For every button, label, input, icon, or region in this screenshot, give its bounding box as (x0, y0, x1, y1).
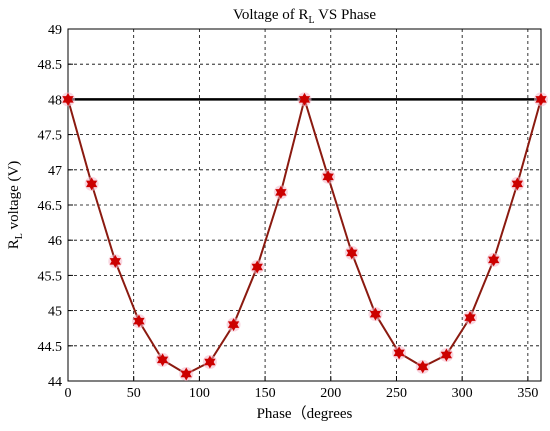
y-tick-label: 49 (48, 23, 62, 38)
data-point (179, 366, 194, 381)
data-point (486, 252, 501, 267)
data-point (108, 254, 123, 269)
data-point (226, 317, 241, 332)
y-tick-label: 44.5 (38, 340, 63, 355)
y-tick-label: 48.5 (38, 58, 63, 73)
x-tick-label: 350 (517, 386, 538, 401)
x-tick-label: 50 (127, 386, 141, 401)
data-point (297, 92, 312, 107)
y-tick-label: 45.5 (38, 269, 63, 284)
x-tick-label: 300 (452, 386, 473, 401)
data-point (155, 352, 170, 367)
data-point (321, 169, 336, 184)
y-tick-label: 48 (48, 93, 62, 108)
x-tick-label: 100 (189, 386, 210, 401)
data-point (392, 345, 407, 360)
series-layer (61, 92, 548, 381)
y-tick-label: 46 (48, 234, 62, 249)
y-tick-label: 47 (48, 164, 62, 179)
data-point (368, 307, 383, 322)
axis-ticks: 0 50 100 150 200 250 300 350 44 44.5 45 45.5 46 46.5 4… (38, 23, 539, 401)
data-point (534, 92, 548, 107)
data-point (273, 185, 288, 200)
data-point (131, 314, 146, 329)
x-axis-label: Phase（degrees (257, 405, 353, 422)
y-tick-label: 47.5 (38, 129, 63, 144)
data-point (344, 245, 359, 260)
series-line (67, 98, 542, 375)
y-axis-label: RL voltage (V) (6, 161, 25, 250)
x-tick-label: 200 (320, 386, 341, 401)
grid (67, 28, 541, 382)
data-point (510, 176, 525, 191)
chart-title: Voltage of RL VS Phase (233, 7, 376, 26)
data-point (250, 259, 265, 274)
y-tick-label: 45 (48, 305, 62, 320)
data-point (415, 359, 430, 374)
x-tick-label: 0 (65, 386, 72, 401)
data-point (84, 176, 99, 191)
x-tick-label: 150 (255, 386, 276, 401)
y-tick-label: 46.5 (38, 199, 63, 214)
data-point (202, 354, 217, 369)
data-point (61, 92, 75, 107)
x-tick-label: 250 (386, 386, 407, 401)
y-tick-label: 44 (48, 375, 62, 390)
data-point (463, 310, 478, 325)
data-point (439, 347, 454, 362)
